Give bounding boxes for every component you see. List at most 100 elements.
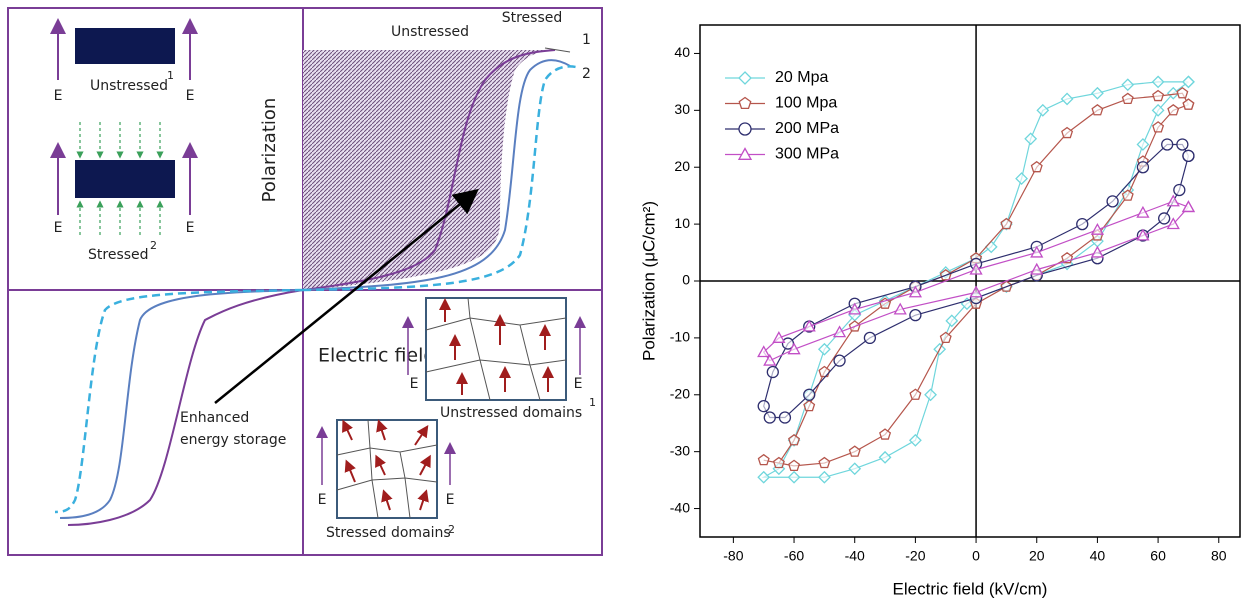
point <box>893 302 907 315</box>
point <box>1060 92 1074 106</box>
legend-label: 100 Mpa <box>775 95 837 112</box>
point <box>969 285 983 298</box>
point <box>1151 103 1165 117</box>
point <box>787 342 801 355</box>
point <box>772 456 785 469</box>
point <box>1121 92 1134 105</box>
curve-label: Unstressed <box>391 24 469 40</box>
point <box>1136 161 1150 174</box>
chart: -80 -60 -40 -20 0 20 40 60 80 -40 -30 -20 -10 0 10 20 30… <box>639 24 1241 598</box>
x-axis-label: Electric field (kV/cm) <box>893 579 1048 598</box>
point <box>1182 149 1195 162</box>
point <box>1121 189 1134 201</box>
x-tick-label: 0 <box>972 548 980 564</box>
point <box>1090 222 1105 235</box>
legend-marker <box>738 71 752 85</box>
field-label: E <box>574 376 583 392</box>
y-tick-label: -10 <box>670 329 690 345</box>
point <box>1161 138 1174 151</box>
y-tick-label: 20 <box>674 158 690 174</box>
curve-stressed-dashed <box>54 288 304 514</box>
domain-arrows <box>439 298 554 395</box>
x-tick-label: 80 <box>1211 548 1227 564</box>
point <box>1030 262 1044 275</box>
point <box>863 331 877 345</box>
annotation: energy storage <box>180 432 286 448</box>
x-tick-label: -40 <box>845 548 865 564</box>
field-label: E <box>54 88 63 104</box>
point <box>939 331 952 343</box>
point <box>908 285 922 298</box>
point <box>818 456 831 469</box>
point <box>1136 228 1150 241</box>
frame <box>7 7 603 556</box>
x-tick-label: -20 <box>905 548 925 564</box>
point <box>1182 98 1195 110</box>
axis-label: Electric field <box>318 345 435 367</box>
x-tick-label: 20 <box>1029 548 1045 564</box>
curve-stressed <box>59 289 304 519</box>
point <box>1167 104 1180 116</box>
point <box>879 428 892 440</box>
point <box>1091 104 1104 116</box>
x-tick-label: -60 <box>784 548 804 564</box>
point <box>757 470 771 484</box>
point <box>1176 86 1189 99</box>
field-label: E <box>186 220 195 236</box>
legend-marker <box>738 96 752 110</box>
point <box>803 388 816 401</box>
x-tick-label: 60 <box>1150 548 1166 564</box>
point <box>1121 78 1135 92</box>
curve-label: Stressed <box>502 10 563 26</box>
curve-unstressed <box>67 289 304 526</box>
point <box>1015 172 1028 186</box>
point <box>763 353 777 366</box>
energy-area <box>303 50 548 290</box>
point <box>757 400 770 413</box>
series-line <box>763 92 1189 467</box>
point <box>1158 212 1171 225</box>
sample-label: Unstressed <box>90 78 168 94</box>
curve-stressed <box>302 59 571 291</box>
grain-lines <box>336 419 438 519</box>
point <box>763 411 776 424</box>
point <box>1176 138 1189 151</box>
legend-marker <box>737 147 753 160</box>
point <box>818 365 831 378</box>
point <box>1136 138 1150 151</box>
point <box>848 302 862 315</box>
domain-label: Unstressed domains <box>440 405 582 421</box>
y-tick-label: 40 <box>674 44 690 60</box>
y-tick-label: -20 <box>670 385 690 401</box>
point <box>772 331 786 343</box>
y-tick-label: 30 <box>674 101 690 117</box>
point <box>1181 200 1196 213</box>
point <box>1166 194 1180 207</box>
point <box>833 354 846 367</box>
point <box>1036 103 1050 117</box>
legend-label: 200 MPa <box>775 120 839 137</box>
point <box>788 433 801 446</box>
point <box>1136 205 1150 218</box>
point <box>1076 217 1089 231</box>
stress-arrows <box>76 122 164 235</box>
point <box>1151 75 1165 89</box>
point <box>1182 75 1195 89</box>
curve-label: 2 <box>582 66 591 82</box>
point <box>908 433 922 447</box>
curve-stressed-dashed <box>302 65 581 292</box>
point <box>1106 195 1119 208</box>
point <box>1173 183 1186 197</box>
point <box>1090 86 1104 100</box>
legend-label: 20 Mpa <box>775 69 828 86</box>
point <box>757 453 770 466</box>
field-label: E <box>186 88 195 104</box>
superscript: 2 <box>150 239 157 252</box>
point <box>1090 245 1105 258</box>
y-tick-label: 0 <box>682 272 690 288</box>
superscript: 1 <box>589 396 596 409</box>
field-label: E <box>446 492 455 508</box>
point <box>1152 89 1165 102</box>
superscript: 1 <box>167 69 174 82</box>
